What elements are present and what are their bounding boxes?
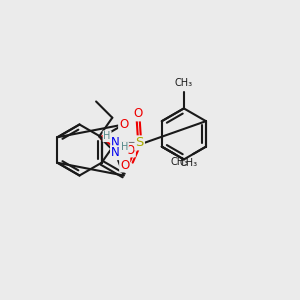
Text: O: O [126, 143, 135, 157]
Text: N: N [111, 136, 120, 149]
Text: CH₃: CH₃ [179, 158, 197, 168]
Text: N: N [111, 146, 120, 159]
Text: H: H [121, 142, 128, 152]
Text: CH₃: CH₃ [175, 78, 193, 88]
Text: O: O [134, 107, 143, 121]
Text: O: O [119, 118, 128, 131]
Text: H: H [103, 131, 111, 141]
Text: O: O [120, 158, 129, 172]
Text: CH₃: CH₃ [170, 157, 188, 167]
Text: S: S [136, 136, 144, 149]
